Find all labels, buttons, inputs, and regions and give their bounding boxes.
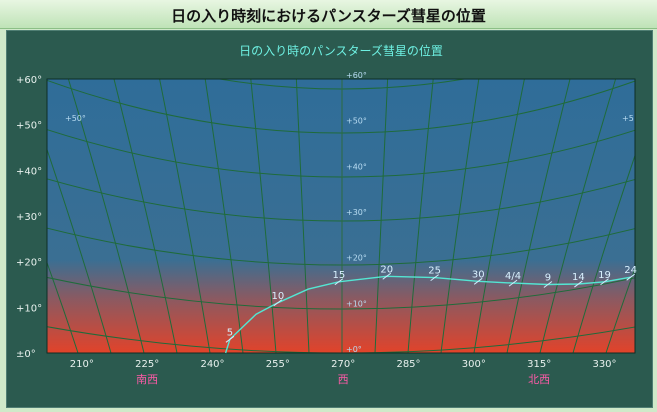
grid-meridian: [250, 79, 277, 353]
track-tick-mark: [508, 279, 518, 287]
track-date-label: 14: [572, 272, 585, 283]
track-date-label: 20: [380, 264, 393, 275]
grid-meridian: [473, 79, 525, 353]
x-tick-label: 330°: [592, 359, 616, 370]
track-line: [224, 275, 631, 354]
grid-meridian: [67, 79, 145, 353]
track-date-label: 4/4: [505, 271, 521, 282]
track-date-label: 5: [227, 327, 233, 338]
sky-chart: +60° +50° +40° +30° +20° +10° +0° +50° +5 日の入り…: [16, 31, 652, 386]
grid-meridian: [204, 79, 244, 353]
altitude-label: +30°: [346, 208, 367, 217]
track-date-label: 10: [271, 291, 284, 302]
track-tick-mark: [543, 281, 553, 288]
x-axis: 210° 225° 240° 255° 270° 285° 300° 315° 330°: [70, 359, 617, 370]
grid-meridian: [47, 261, 79, 353]
grid-meridian: [639, 71, 652, 353]
grid-meridian: [506, 79, 571, 353]
track-date-label: 9: [545, 273, 551, 284]
altitude-label: +40°: [346, 162, 367, 171]
track-tick-mark: [626, 273, 635, 281]
altitude-label: +10°: [346, 299, 367, 308]
x-tick-label: 255°: [266, 359, 290, 370]
track-tick-mark: [382, 272, 392, 280]
track-date-label: 24: [624, 265, 637, 276]
title-bar: 日の入り時刻におけるパンスターズ彗星の位置: [0, 0, 657, 29]
track-tick-mark: [430, 274, 439, 282]
x-tick-label: 285°: [396, 359, 420, 370]
sky-area: [47, 79, 635, 353]
altitude-label: +20°: [346, 254, 367, 263]
x-tick-label: 270°: [331, 359, 355, 370]
x-tick-label: 240°: [200, 359, 224, 370]
y-tick-label: +10°: [16, 303, 42, 314]
track-date-label: 30: [472, 269, 485, 280]
x-tick-label: 225°: [135, 359, 159, 370]
comet-track: 5 10 15 20 25 30 4/4 9 14 19 24: [224, 264, 637, 354]
altitude-scale-labels: +60° +50° +40° +30° +20° +10° +0°: [346, 71, 367, 354]
track-tick-mark: [273, 299, 283, 307]
plot-border: [46, 78, 636, 354]
y-tick-label: +20°: [16, 258, 42, 269]
grid-meridian: [605, 266, 635, 353]
altitude-label: +0°: [346, 345, 362, 354]
y-tick-label: +60°: [16, 75, 42, 86]
x-tick-label: 315°: [527, 359, 551, 370]
side-label-right: +5: [622, 114, 634, 123]
direction-label: 西: [338, 373, 349, 386]
y-tick-label: +50°: [16, 121, 42, 132]
grid-meridian: [159, 79, 211, 353]
grid-meridian: [47, 148, 112, 353]
track-date-label: 19: [598, 270, 611, 281]
grid-parallel: [27, 31, 652, 45]
y-axis: ±0° +10° +20° +30° +40° +50° +60°: [16, 75, 42, 360]
y-tick-label: +40°: [16, 166, 42, 177]
track-tick-mark: [473, 277, 483, 285]
track-date-label: 25: [428, 266, 441, 277]
altitude-label: +60°: [346, 71, 367, 80]
track-tick-mark: [334, 278, 344, 286]
x-tick-label: 300°: [462, 359, 486, 370]
direction-label: 北西: [528, 373, 550, 386]
grid-meridian: [440, 79, 480, 353]
grid-meridian: [295, 79, 310, 353]
side-label-left: +50°: [65, 114, 86, 123]
track-date-label: 15: [332, 270, 345, 281]
grid-meridian: [113, 79, 178, 353]
track-tick-mark: [574, 280, 583, 288]
chart-title: 日の入り時のパンスターズ彗星の位置: [239, 43, 443, 58]
y-tick-label: +30°: [16, 212, 42, 223]
grid-meridian: [572, 153, 635, 353]
track-tick-mark: [600, 278, 609, 286]
grid-parallel: [47, 326, 635, 353]
altitude-label: +50°: [346, 117, 367, 126]
direction-label: 南西: [136, 373, 158, 386]
chart-panel: +60° +50° +40° +30° +20° +10° +0° +50° +5 日の入り…: [6, 30, 653, 408]
x-tick-label: 210°: [70, 359, 94, 370]
y-tick-label: ±0°: [16, 349, 36, 360]
track-tick-mark: [225, 335, 235, 343]
grid-meridian: [374, 79, 389, 353]
direction-labels: 南西 西 北西: [136, 373, 550, 386]
grid-meridian: [407, 79, 434, 353]
window-title: 日の入り時刻におけるパンスターズ彗星の位置: [171, 7, 486, 25]
grid-meridian: [539, 79, 617, 353]
